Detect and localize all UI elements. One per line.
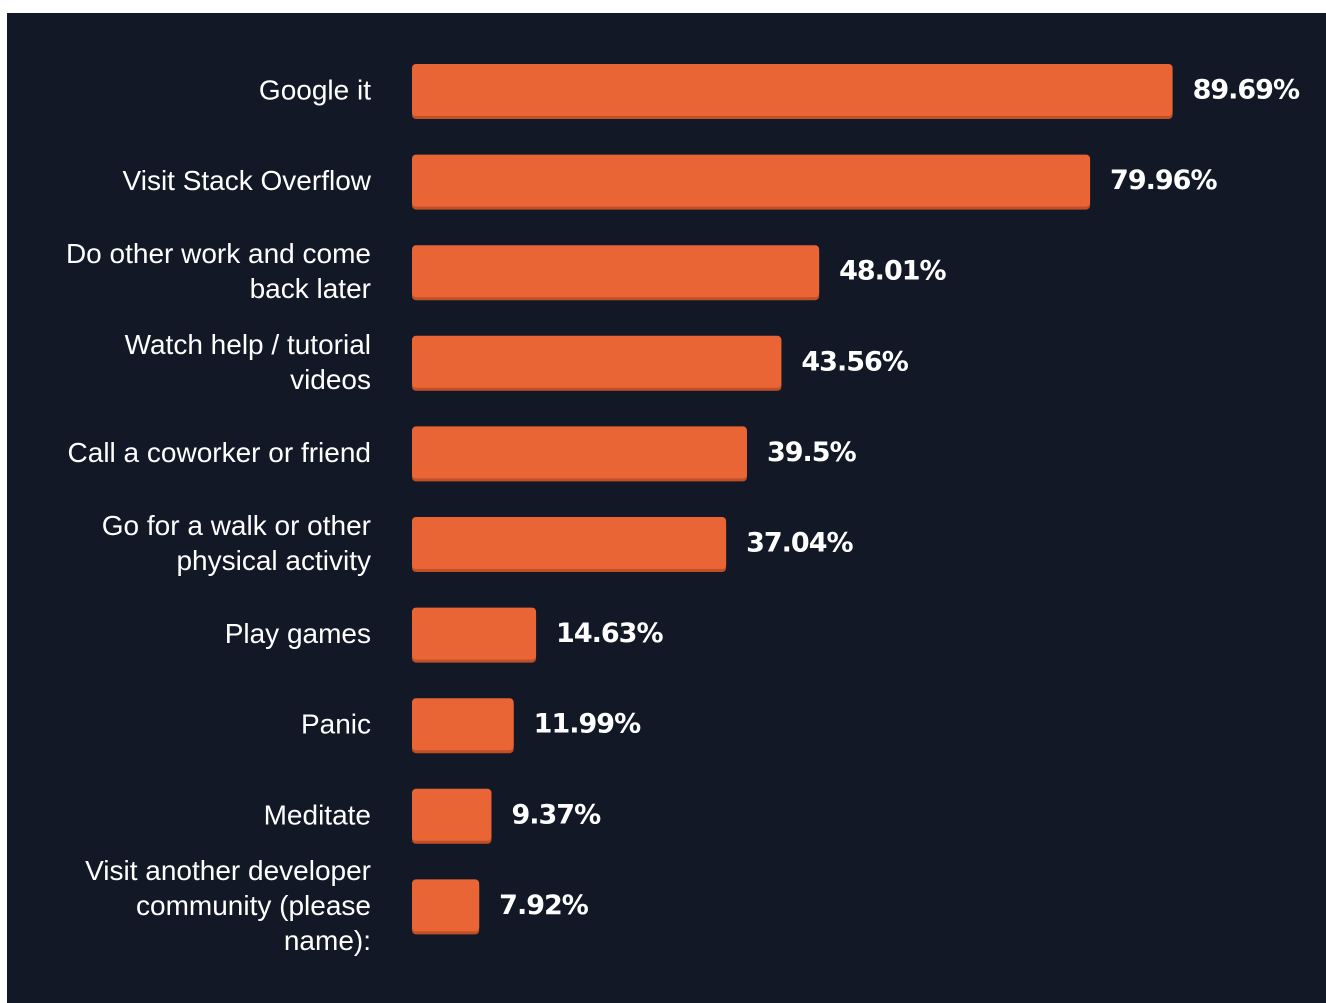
value-labels: 89.69% 79.96% 48.01% 43.56% 39.5% 37.04% 14.63… — [499, 75, 1301, 921]
bar-rect — [412, 788, 492, 841]
category-label: Meditate — [264, 799, 371, 830]
category-label: Visit Stack Overflow — [123, 165, 372, 196]
category-label: Do other work and come back later — [66, 238, 371, 304]
category-label-line: Do other work and come — [66, 238, 371, 269]
category-label-line: Panic — [301, 709, 371, 740]
value-label: 7.92% — [499, 890, 589, 921]
bar-rect — [412, 154, 1091, 207]
bar — [412, 879, 480, 935]
bar — [412, 698, 514, 754]
category-label: Play games — [225, 618, 371, 649]
category-label-line: Google it — [259, 75, 371, 106]
category-label-line: videos — [290, 364, 371, 395]
bar — [412, 788, 492, 844]
bar — [412, 426, 747, 482]
bar-rect — [412, 245, 820, 298]
bar-rect — [412, 607, 537, 660]
bar-rect — [412, 517, 727, 569]
category-label: Visit another developer community (please… — [85, 855, 371, 956]
bar — [412, 245, 820, 301]
category-label-line: name): — [284, 925, 371, 956]
category-label-line: Go for a walk or other — [102, 510, 371, 541]
category-label: Google it — [259, 75, 371, 106]
value-label: 79.96% — [1110, 165, 1217, 196]
value-label: 43.56% — [801, 346, 908, 377]
category-label-line: Play games — [225, 618, 371, 649]
category-label: Call a coworker or friend — [68, 437, 371, 468]
bar-rect — [412, 335, 782, 388]
bar — [412, 607, 537, 663]
category-label: Panic — [301, 709, 371, 740]
category-label-line: Visit Stack Overflow — [123, 165, 372, 196]
bars-layer — [412, 64, 1173, 935]
bar-rect — [412, 879, 480, 932]
value-label: 9.37% — [511, 799, 601, 830]
category-label-line: Meditate — [264, 799, 371, 830]
value-label: 14.63% — [556, 618, 663, 649]
value-label: 48.01% — [839, 256, 946, 287]
category-label: Go for a walk or other physical activity — [102, 510, 371, 576]
category-label-line: community (please — [136, 890, 371, 921]
bar — [412, 64, 1173, 119]
bar-rect — [412, 426, 747, 479]
bar — [412, 517, 727, 572]
bar — [412, 335, 782, 391]
bar — [412, 154, 1091, 210]
bar-rect — [412, 698, 514, 751]
category-labels: Google it Visit Stack Overflow Do other wo… — [66, 75, 372, 956]
category-label-line: physical activity — [176, 545, 371, 576]
value-label: 39.5% — [767, 437, 857, 468]
category-label-line: Call a coworker or friend — [68, 437, 371, 468]
value-label: 37.04% — [746, 528, 853, 559]
category-label-line: back later — [250, 273, 371, 304]
category-label-line: Watch help / tutorial — [125, 329, 371, 360]
chart-canvas: Google it Visit Stack Overflow Do other wo… — [7, 13, 1326, 1003]
category-label: Watch help / tutorial videos — [125, 329, 371, 395]
category-label-line: Visit another developer — [85, 855, 371, 886]
value-label: 89.69% — [1193, 75, 1300, 106]
bar-rect — [412, 64, 1173, 116]
value-label: 11.99% — [534, 709, 641, 740]
bar-chart: Google it Visit Stack Overflow Do other wo… — [7, 13, 1326, 1003]
